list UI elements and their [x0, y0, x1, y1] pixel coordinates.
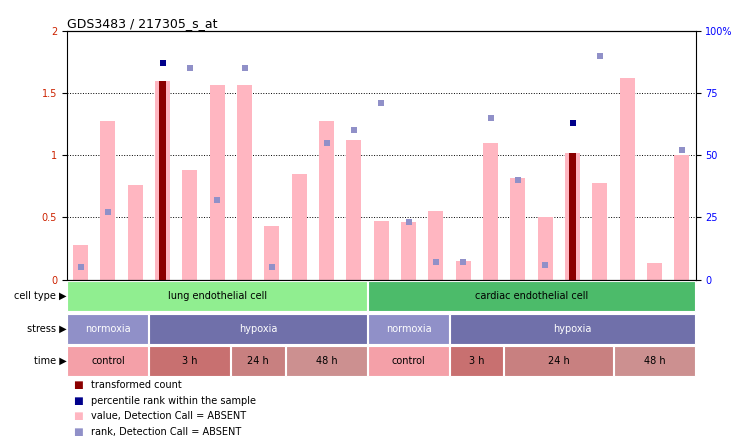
- Bar: [292, 174, 307, 280]
- Bar: [159, 81, 166, 280]
- Bar: [565, 153, 580, 280]
- Text: cardiac endothelial cell: cardiac endothelial cell: [475, 291, 589, 301]
- Text: cell type ▶: cell type ▶: [14, 291, 66, 301]
- Point: [102, 209, 114, 216]
- Bar: [149, 313, 367, 344]
- Bar: [237, 84, 252, 280]
- Bar: [155, 81, 170, 280]
- Point: [266, 264, 278, 271]
- Bar: [100, 120, 115, 280]
- Bar: [449, 346, 503, 376]
- Point: [567, 119, 579, 127]
- Text: 24 h: 24 h: [548, 356, 570, 366]
- Bar: [373, 221, 389, 280]
- Bar: [456, 261, 471, 280]
- Bar: [510, 178, 525, 280]
- Bar: [368, 313, 449, 344]
- Text: hypoxia: hypoxia: [239, 324, 278, 333]
- Text: ■: ■: [73, 427, 83, 437]
- Bar: [569, 153, 576, 280]
- Point: [211, 197, 223, 204]
- Bar: [73, 245, 88, 280]
- Bar: [264, 226, 280, 280]
- Point: [157, 60, 169, 67]
- Point: [348, 127, 360, 134]
- Bar: [67, 313, 148, 344]
- Bar: [347, 140, 362, 280]
- Text: hypoxia: hypoxia: [554, 324, 591, 333]
- Point: [184, 65, 196, 72]
- Point: [74, 264, 86, 271]
- Bar: [67, 281, 367, 311]
- Bar: [620, 78, 635, 280]
- Bar: [368, 346, 449, 376]
- Text: 48 h: 48 h: [644, 356, 665, 366]
- Point: [676, 147, 688, 154]
- Bar: [231, 346, 284, 376]
- Point: [375, 99, 387, 107]
- Text: 3 h: 3 h: [182, 356, 198, 366]
- Point: [239, 65, 251, 72]
- Bar: [538, 218, 553, 280]
- Point: [430, 259, 442, 266]
- Bar: [149, 346, 230, 376]
- Text: normoxia: normoxia: [386, 324, 432, 333]
- Text: transformed count: transformed count: [91, 380, 182, 390]
- Text: stress ▶: stress ▶: [27, 324, 66, 333]
- Bar: [67, 346, 148, 376]
- Point: [512, 177, 524, 184]
- Text: ■: ■: [73, 396, 83, 406]
- Bar: [286, 346, 367, 376]
- Text: 48 h: 48 h: [315, 356, 338, 366]
- Text: percentile rank within the sample: percentile rank within the sample: [91, 396, 256, 406]
- Text: control: control: [392, 356, 426, 366]
- Text: control: control: [91, 356, 125, 366]
- Point: [539, 261, 551, 268]
- Bar: [504, 346, 612, 376]
- Bar: [614, 346, 695, 376]
- Text: 3 h: 3 h: [469, 356, 485, 366]
- Point: [484, 115, 496, 122]
- Text: normoxia: normoxia: [85, 324, 131, 333]
- Bar: [647, 263, 662, 280]
- Bar: [429, 211, 443, 280]
- Bar: [210, 84, 225, 280]
- Bar: [182, 170, 197, 280]
- Point: [594, 52, 606, 59]
- Text: time ▶: time ▶: [33, 356, 66, 366]
- Text: ■: ■: [73, 411, 83, 421]
- Bar: [368, 281, 695, 311]
- Bar: [483, 143, 498, 280]
- Point: [321, 139, 333, 147]
- Bar: [319, 120, 334, 280]
- Point: [458, 259, 469, 266]
- Bar: [401, 222, 416, 280]
- Text: 24 h: 24 h: [248, 356, 269, 366]
- Bar: [449, 313, 695, 344]
- Text: lung endothelial cell: lung endothelial cell: [167, 291, 267, 301]
- Text: value, Detection Call = ABSENT: value, Detection Call = ABSENT: [91, 411, 246, 421]
- Bar: [675, 155, 690, 280]
- Text: ■: ■: [73, 380, 83, 390]
- Point: [403, 219, 414, 226]
- Text: GDS3483 / 217305_s_at: GDS3483 / 217305_s_at: [67, 17, 217, 30]
- Bar: [128, 185, 143, 280]
- Text: rank, Detection Call = ABSENT: rank, Detection Call = ABSENT: [91, 427, 241, 437]
- Bar: [592, 182, 608, 280]
